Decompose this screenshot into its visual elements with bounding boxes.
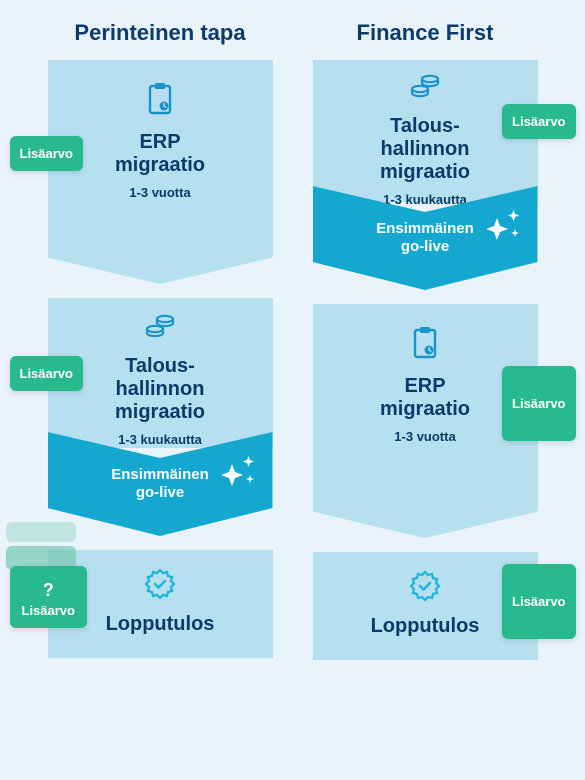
coins-icon — [143, 312, 177, 345]
badge-label: Lisäarvo — [22, 603, 75, 618]
chevron — [313, 510, 538, 538]
sparkles-icon — [482, 208, 522, 249]
card-title: Talous- hallinnon migraatio — [323, 115, 528, 184]
coins-icon — [408, 72, 442, 105]
right-stage-2: Lisäarvo ERP migraatio 1-3 vuotta — [313, 304, 538, 538]
col-left-title: Perinteinen tapa — [48, 20, 273, 46]
result-title: Lopputulos — [323, 615, 528, 638]
card-title: ERP migraatio — [58, 131, 263, 177]
badge-left-2: Lisäarvo — [10, 356, 83, 391]
badge-left-result: ? Lisäarvo — [10, 566, 87, 628]
card-sub: 1-3 vuotta — [323, 429, 528, 444]
col-left: Perinteinen tapa Lisäarvo ERP migraatio … — [48, 20, 273, 674]
card-title: ERP migraatio — [323, 375, 528, 421]
chevron — [48, 256, 273, 284]
right-result: Lisäarvo Lopputulos — [313, 552, 538, 660]
badge-left-1: Lisäarvo — [10, 136, 83, 171]
infographic: Perinteinen tapa Lisäarvo ERP migraatio … — [0, 0, 585, 684]
result-title: Lopputulos — [58, 613, 263, 636]
clipboard-icon — [410, 326, 440, 365]
left-stage-1: Lisäarvo ERP migraatio 1-3 vuotta — [48, 60, 273, 284]
clipboard-icon — [145, 82, 175, 121]
col-right: Finance First Lisäarvo Talous- hallinnon… — [313, 20, 538, 674]
badge-right-2: Lisäarvo — [502, 366, 575, 441]
badge-right-1: Lisäarvo — [502, 104, 575, 139]
seal-icon — [144, 568, 176, 605]
sparkles-icon — [217, 454, 257, 495]
badge-right-result: Lisäarvo — [502, 564, 575, 639]
seal-icon — [409, 570, 441, 607]
left-result: ? Lisäarvo Lopputulos — [48, 550, 273, 658]
badge-label: Lisäarvo — [512, 396, 565, 411]
card-title: Talous- hallinnon migraatio — [58, 355, 263, 424]
right-stage-1: Lisäarvo Talous- hallinnon migraatio 1-3… — [313, 60, 538, 290]
card-sub: 1-3 vuotta — [58, 185, 263, 200]
left-stage-2: Lisäarvo Talous- hallinnon migraatio 1-3… — [48, 298, 273, 536]
badge-label: Lisäarvo — [512, 594, 565, 609]
badge-q: ? — [22, 580, 75, 601]
badge-label: Lisäarvo — [20, 366, 73, 381]
col-right-title: Finance First — [313, 20, 538, 46]
badge-label: Lisäarvo — [20, 146, 73, 161]
badge-label: Lisäarvo — [512, 114, 565, 129]
